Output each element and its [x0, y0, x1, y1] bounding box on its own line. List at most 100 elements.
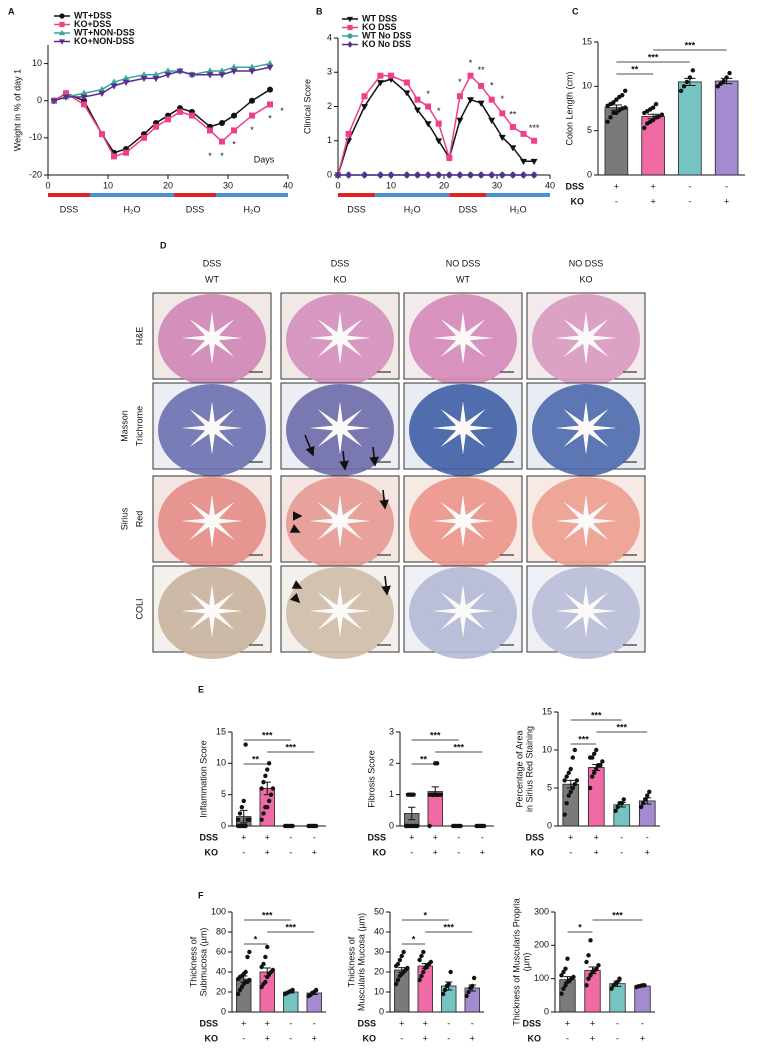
phase-bar	[90, 193, 174, 197]
phase-label: H₂O	[124, 204, 141, 214]
significance-label: ***	[612, 910, 623, 920]
data-point	[471, 975, 477, 981]
data-point	[684, 79, 690, 85]
lumen	[305, 399, 375, 457]
condition-value: -	[242, 847, 245, 857]
marker	[478, 82, 485, 89]
data-point	[265, 944, 270, 950]
marker	[219, 138, 225, 145]
condition-value: -	[688, 196, 691, 206]
data-point	[466, 989, 471, 995]
condition-value: +	[480, 847, 485, 857]
condition-value: +	[312, 847, 317, 857]
row-label: Trichrome	[134, 406, 144, 446]
condition-value: -	[289, 847, 292, 857]
phase-label: DSS	[60, 204, 79, 214]
bar	[714, 80, 739, 176]
condition-value: -	[481, 832, 484, 842]
marker	[140, 70, 148, 78]
y-tick-label: 0	[221, 820, 226, 830]
significance-label: ***	[453, 742, 464, 752]
x-tick-label: 40	[545, 180, 555, 190]
data-point	[640, 801, 646, 806]
data-point	[584, 983, 589, 988]
data-point	[399, 953, 404, 959]
data-point	[614, 97, 619, 102]
significance-label: *	[423, 910, 427, 920]
y-tick-label: 15	[542, 706, 552, 716]
lumen	[551, 582, 621, 640]
series-line	[53, 66, 271, 102]
phase-label: H₂O	[510, 204, 527, 214]
y-tick-label: 0	[389, 820, 394, 830]
significance-label: ***	[591, 710, 602, 720]
marker	[50, 98, 58, 105]
significance-label: **	[252, 754, 260, 764]
marker	[425, 171, 432, 179]
marker	[509, 124, 516, 131]
data-point	[393, 981, 399, 987]
condition-value: +	[594, 847, 599, 857]
y-tick-label: 40	[374, 926, 384, 936]
marker	[509, 145, 517, 152]
y-tick-label: 0	[547, 820, 552, 830]
marker	[165, 116, 171, 123]
condition-value: +	[724, 196, 729, 206]
phase-bar	[48, 193, 90, 197]
marker	[188, 72, 196, 79]
condition-value: +	[590, 1018, 595, 1028]
condition-label: KO	[531, 847, 545, 857]
y-tick-label: 10	[32, 58, 42, 68]
marker	[110, 78, 118, 85]
significance-label: **	[420, 754, 428, 764]
data-point	[241, 798, 246, 804]
column-header: DSS	[331, 258, 350, 268]
data-point	[724, 75, 729, 80]
data-point	[574, 778, 580, 783]
condition-value: -	[569, 847, 572, 857]
data-point	[589, 774, 595, 779]
data-point	[313, 987, 319, 993]
arrow	[381, 575, 391, 596]
marker	[122, 79, 130, 86]
legend-label: KO+NON-DSS	[74, 36, 134, 46]
marker	[435, 120, 442, 127]
annotation: *	[437, 106, 441, 116]
arrow	[289, 524, 301, 533]
phase-label: DSS	[459, 204, 478, 214]
y-tick-label: 80	[216, 926, 226, 936]
legend-label: KO+DSS	[74, 19, 111, 29]
data-point	[678, 88, 684, 93]
condition-value: -	[620, 832, 623, 842]
y-axis-label: Muscularis Mucosa (µm)	[356, 913, 366, 1011]
marker	[499, 171, 506, 179]
series-line	[53, 62, 271, 102]
marker	[177, 108, 183, 115]
marker	[456, 171, 463, 179]
marker	[219, 120, 225, 126]
data-point	[588, 938, 593, 943]
column-header: DSS	[203, 258, 222, 268]
lumen	[428, 582, 498, 640]
condition-label: KO	[363, 1033, 377, 1043]
condition-value: -	[471, 1018, 474, 1028]
data-point	[421, 949, 426, 955]
marker	[267, 101, 273, 108]
data-point	[268, 792, 274, 797]
data-point	[572, 747, 578, 753]
condition-value: -	[457, 847, 460, 857]
data-point	[727, 70, 732, 76]
significance-label: ***	[285, 922, 296, 932]
x-tick-label: 10	[386, 180, 396, 190]
marker	[206, 67, 214, 74]
y-axis-label: Thickness of Muscularis Propria	[511, 898, 521, 1026]
y-axis-label: Weight in % of day 1	[12, 69, 22, 151]
data-point	[615, 804, 620, 810]
data-point	[619, 801, 624, 806]
panel-label: E	[198, 684, 204, 694]
data-point	[563, 966, 568, 971]
condition-label: DSS	[357, 1018, 376, 1028]
legend-label: WT DSS	[362, 13, 397, 23]
data-point	[270, 967, 276, 973]
y-tick-label: -10	[29, 132, 42, 142]
